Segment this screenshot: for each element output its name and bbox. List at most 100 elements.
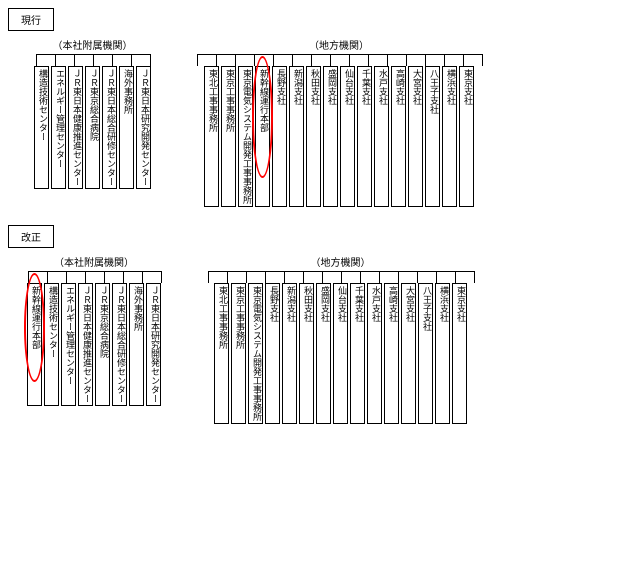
org-box: ＪＲ東日本総合研修センター xyxy=(102,66,117,189)
connector-drop xyxy=(417,271,418,283)
org-box: 高崎支社 xyxy=(391,66,406,207)
connector-drop xyxy=(292,54,293,66)
boxes-revised-hq: 新幹線運行本部構造技術センターエネルギー管理センターＪＲ東日本健康推進センターＪ… xyxy=(26,283,162,406)
connector-drop xyxy=(311,54,312,66)
connector-drop xyxy=(197,54,198,66)
connector-drop xyxy=(387,54,388,66)
boxes-current-hq: 構造技術センターエネルギー管理センターＪＲ東日本健康推進センターＪＲ東京総合病院… xyxy=(33,66,152,189)
group-label-regional: （地方機関） xyxy=(311,254,371,269)
connector-drop xyxy=(284,271,285,283)
org-box: 水戸支社 xyxy=(367,283,382,424)
connector-drop xyxy=(85,271,86,283)
connector-drop xyxy=(406,54,407,66)
org-box: 水戸支社 xyxy=(374,66,389,207)
connector-drop xyxy=(131,54,132,66)
org-box: エネルギー管理センター xyxy=(61,283,76,406)
org-box: ＪＲ東京総合病院 xyxy=(85,66,100,189)
group-revised-hq: （本社附属機関） 新幹線運行本部構造技術センターエネルギー管理センターＪＲ東日本… xyxy=(18,254,170,406)
org-box: ＪＲ東京総合病院 xyxy=(95,283,110,406)
connector-drop xyxy=(74,54,75,66)
connector-drop xyxy=(235,54,236,66)
connectors xyxy=(18,271,170,283)
connectors xyxy=(26,54,159,66)
connector-drop xyxy=(208,271,209,283)
org-box: 東北工事事務所 xyxy=(214,283,229,424)
group-label-hq: （本社附属機関） xyxy=(54,254,134,269)
connector-drop xyxy=(47,271,48,283)
org-box: 東北工事事務所 xyxy=(204,66,219,207)
group-current-hq: （本社附属機関） 構造技術センターエネルギー管理センターＪＲ東日本健康推進センタ… xyxy=(26,37,159,189)
org-box: 海外事務所 xyxy=(129,283,144,406)
boxes-current-regional: 東北工事事務所東京工事事務所東京電気システム開発工事事務所新幹線運行本部長野支社… xyxy=(203,66,475,207)
connector-drop xyxy=(463,54,464,66)
connector-drop xyxy=(254,54,255,66)
connector-hbar xyxy=(197,54,482,55)
org-box: 新幹線運行本部 xyxy=(27,283,42,406)
org-box: 新幹線運行本部 xyxy=(255,66,270,207)
row-revised: （本社附属機関） 新幹線運行本部構造技術センターエネルギー管理センターＪＲ東日本… xyxy=(8,254,633,424)
connector-drop xyxy=(303,271,304,283)
connector-drop xyxy=(360,271,361,283)
org-box: エネルギー管理センター xyxy=(51,66,66,189)
org-box: 東京支社 xyxy=(459,66,474,207)
connector-drop xyxy=(142,271,143,283)
connector-drop xyxy=(36,54,37,66)
connector-drop xyxy=(474,271,475,283)
org-box: 盛岡支社 xyxy=(316,283,331,424)
group-label-regional: （地方機関） xyxy=(309,37,369,52)
org-box: 東京支社 xyxy=(452,283,467,424)
connector-drop xyxy=(482,54,483,66)
org-box: ＪＲ東日本総合研修センター xyxy=(112,283,127,406)
connector-drop xyxy=(273,54,274,66)
org-box: 構造技術センター xyxy=(44,283,59,406)
org-box: 千葉支社 xyxy=(357,66,372,207)
org-box: 新潟支社 xyxy=(282,283,297,424)
org-box: 八王子支社 xyxy=(418,283,433,424)
org-box: 秋田支社 xyxy=(299,283,314,424)
org-box: 東京電気システム開発工事事務所 xyxy=(238,66,253,207)
connectors xyxy=(187,54,491,66)
connector-drop xyxy=(216,54,217,66)
org-box: ＪＲ東日本健康推進センター xyxy=(78,283,93,406)
connector-drop xyxy=(161,271,162,283)
connectors xyxy=(198,271,483,283)
group-revised-regional: （地方機関） 東北工事事務所東京工事事務所東京電気システム開発工事事務所長野支社… xyxy=(198,254,483,424)
org-box: ＪＲ東日本健康推進センター xyxy=(68,66,83,189)
org-box: 仙台支社 xyxy=(340,66,355,207)
org-box: 秋田支社 xyxy=(306,66,321,207)
connector-drop xyxy=(104,271,105,283)
connector-drop xyxy=(444,54,445,66)
org-box: 長野支社 xyxy=(272,66,287,207)
connector-drop xyxy=(227,271,228,283)
org-box: 新潟支社 xyxy=(289,66,304,207)
boxes-revised-regional: 東北工事事務所東京工事事務所東京電気システム開発工事事務所長野支社新潟支社秋田支… xyxy=(213,283,468,424)
connector-drop xyxy=(425,54,426,66)
connector-drop xyxy=(112,54,113,66)
row-current: （本社附属機関） 構造技術センターエネルギー管理センターＪＲ東日本健康推進センタ… xyxy=(8,37,633,207)
connector-drop xyxy=(66,271,67,283)
org-box: 大宮支社 xyxy=(401,283,416,424)
connector-drop xyxy=(341,271,342,283)
section-label-revised: 改正 xyxy=(8,225,54,248)
connector-drop xyxy=(265,271,266,283)
connector-drop xyxy=(368,54,369,66)
connector-drop xyxy=(123,271,124,283)
connector-drop xyxy=(330,54,331,66)
org-box: 横浜支社 xyxy=(442,66,457,207)
org-box: 海外事務所 xyxy=(119,66,134,189)
org-box: ＪＲ東日本研究開発センター xyxy=(146,283,161,406)
connector-drop xyxy=(349,54,350,66)
org-box: 仙台支社 xyxy=(333,283,348,424)
org-box: 構造技術センター xyxy=(34,66,49,189)
connector-drop xyxy=(379,271,380,283)
connector-drop xyxy=(436,271,437,283)
org-box: 高崎支社 xyxy=(384,283,399,424)
org-box: 東京工事事務所 xyxy=(231,283,246,424)
connector-drop xyxy=(93,54,94,66)
section-label-current: 現行 xyxy=(8,8,54,31)
org-box: 盛岡支社 xyxy=(323,66,338,207)
org-box: 千葉支社 xyxy=(350,283,365,424)
connector-drop xyxy=(150,54,151,66)
connector-drop xyxy=(455,271,456,283)
connector-drop xyxy=(246,271,247,283)
